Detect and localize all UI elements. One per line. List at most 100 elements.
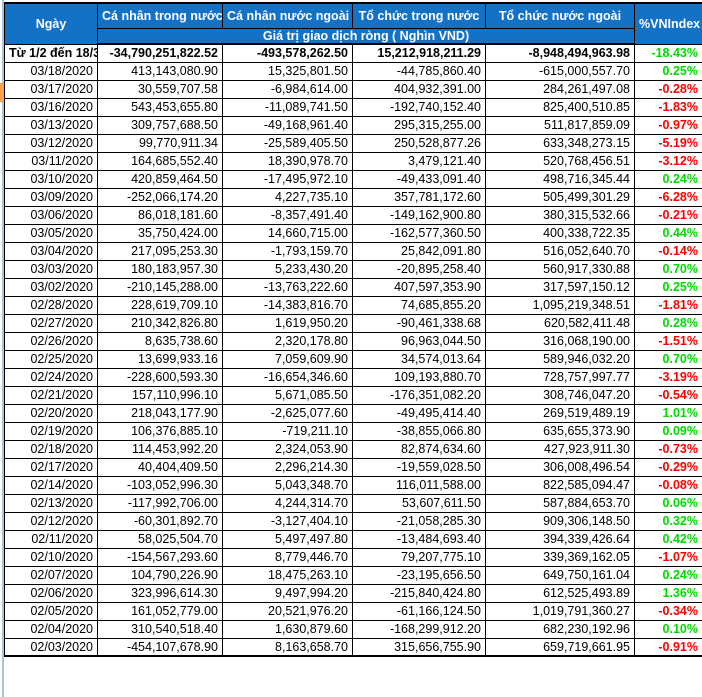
cell-date[interactable]: 03/17/2020 <box>4 79 98 99</box>
cell-foreign-individual[interactable]: -17,495,972.10 <box>222 169 353 189</box>
cell-domestic-individual[interactable]: -103,052,996.30 <box>97 475 223 495</box>
cell-domestic-institution[interactable]: -49,433,091.40 <box>352 169 486 189</box>
cell-domestic-individual[interactable]: 86,018,181.60 <box>97 205 223 225</box>
cell-date[interactable]: 03/03/2020 <box>4 259 98 279</box>
cell-date[interactable]: 03/16/2020 <box>4 97 98 117</box>
cell-vnindex-pct[interactable]: 0.70% <box>634 259 702 279</box>
cell-foreign-institution[interactable]: 306,008,496.54 <box>485 457 635 477</box>
cell-date[interactable]: 03/11/2020 <box>4 151 98 171</box>
cell-foreign-institution[interactable]: 612,525,493.89 <box>485 583 635 603</box>
cell-foreign-individual[interactable]: 4,227,735.10 <box>222 187 353 207</box>
cell-domestic-individual[interactable]: -252,066,174.20 <box>97 187 223 207</box>
cell-vnindex-pct[interactable]: -0.29% <box>634 457 702 477</box>
cell-domestic-individual[interactable]: 218,043,177.90 <box>97 403 223 423</box>
cell-foreign-institution[interactable]: 316,068,190.00 <box>485 331 635 351</box>
cell-vnindex-pct[interactable]: 0.25% <box>634 277 702 297</box>
cell-domestic-individual[interactable]: -34,790,251,822.52 <box>97 43 223 63</box>
cell-domestic-individual[interactable]: 543,453,655.80 <box>97 97 223 117</box>
cell-domestic-individual[interactable]: 161,052,779.00 <box>97 601 223 621</box>
cell-foreign-institution[interactable]: 284,261,497.08 <box>485 79 635 99</box>
cell-domestic-individual[interactable]: 217,095,253.30 <box>97 241 223 261</box>
cell-date[interactable]: 02/13/2020 <box>4 493 98 513</box>
cell-domestic-institution[interactable]: -13,484,693.40 <box>352 529 486 549</box>
cell-domestic-individual[interactable]: -154,567,293.60 <box>97 547 223 567</box>
cell-domestic-institution[interactable]: 315,656,755.90 <box>352 637 486 657</box>
cell-vnindex-pct[interactable]: -1.83% <box>634 97 702 117</box>
cell-date[interactable]: 03/13/2020 <box>4 115 98 135</box>
cell-foreign-individual[interactable]: -25,589,405.50 <box>222 133 353 153</box>
cell-vnindex-pct[interactable]: 0.28% <box>634 313 702 333</box>
cell-vnindex-pct[interactable]: 1.36% <box>634 583 702 603</box>
cell-foreign-institution[interactable]: -615,000,557.70 <box>485 61 635 81</box>
cell-foreign-institution[interactable]: 728,757,997.77 <box>485 367 635 387</box>
cell-foreign-institution[interactable]: 560,917,330.88 <box>485 259 635 279</box>
header-foreign-institution[interactable]: Tổ chức nước ngoài <box>485 2 635 29</box>
cell-foreign-institution[interactable]: 659,719,661.95 <box>485 637 635 657</box>
cell-vnindex-pct[interactable]: -1.81% <box>634 295 702 315</box>
cell-vnindex-pct[interactable]: -0.54% <box>634 385 702 405</box>
cell-domestic-institution[interactable]: 53,607,611.50 <box>352 493 486 513</box>
cell-foreign-institution[interactable]: 505,499,301.29 <box>485 187 635 207</box>
cell-domestic-institution[interactable]: -61,166,124.50 <box>352 601 486 621</box>
cell-date[interactable]: Từ 1/2 đến 18/3 <box>4 43 98 63</box>
cell-foreign-institution[interactable]: 825,400,510.85 <box>485 97 635 117</box>
cell-domestic-individual[interactable]: 310,540,518.40 <box>97 619 223 639</box>
cell-vnindex-pct[interactable]: 0.32% <box>634 511 702 531</box>
cell-foreign-institution[interactable]: 380,315,532.66 <box>485 205 635 225</box>
cell-domestic-institution[interactable]: 407,597,353.90 <box>352 277 486 297</box>
cell-date[interactable]: 02/06/2020 <box>4 583 98 603</box>
cell-vnindex-pct[interactable]: -3.19% <box>634 367 702 387</box>
cell-domestic-individual[interactable]: 157,110,996.10 <box>97 385 223 405</box>
cell-domestic-individual[interactable]: 420,859,464.50 <box>97 169 223 189</box>
cell-foreign-individual[interactable]: -16,654,346.60 <box>222 367 353 387</box>
cell-foreign-individual[interactable]: 5,043,348.70 <box>222 475 353 495</box>
cell-foreign-individual[interactable]: -11,089,741.50 <box>222 97 353 117</box>
cell-vnindex-pct[interactable]: -0.91% <box>634 637 702 657</box>
cell-domestic-individual[interactable]: 58,025,504.70 <box>97 529 223 549</box>
cell-domestic-institution[interactable]: -192,740,152.40 <box>352 97 486 117</box>
cell-foreign-individual[interactable]: -6,984,614.00 <box>222 79 353 99</box>
cell-vnindex-pct[interactable]: 0.06% <box>634 493 702 513</box>
cell-foreign-institution[interactable]: 339,369,162.05 <box>485 547 635 567</box>
header-domestic-institution[interactable]: Tổ chức trong nước <box>352 2 486 29</box>
cell-domestic-institution[interactable]: -20,895,258.40 <box>352 259 486 279</box>
cell-domestic-individual[interactable]: 164,685,552.40 <box>97 151 223 171</box>
cell-date[interactable]: 03/04/2020 <box>4 241 98 261</box>
cell-foreign-individual[interactable]: 14,660,715.00 <box>222 223 353 243</box>
cell-vnindex-pct[interactable]: 0.24% <box>634 169 702 189</box>
cell-date[interactable]: 02/12/2020 <box>4 511 98 531</box>
cell-foreign-institution[interactable]: 516,052,640.70 <box>485 241 635 261</box>
cell-date[interactable]: 03/06/2020 <box>4 205 98 225</box>
cell-date[interactable]: 02/14/2020 <box>4 475 98 495</box>
cell-domestic-individual[interactable]: 210,342,826.80 <box>97 313 223 333</box>
cell-vnindex-pct[interactable]: -1.51% <box>634 331 702 351</box>
cell-foreign-individual[interactable]: -8,357,491.40 <box>222 205 353 225</box>
cell-vnindex-pct[interactable]: 1.01% <box>634 403 702 423</box>
cell-foreign-individual[interactable]: -719,211.10 <box>222 421 353 441</box>
cell-domestic-institution[interactable]: 25,842,091.80 <box>352 241 486 261</box>
cell-domestic-individual[interactable]: 228,619,709.10 <box>97 295 223 315</box>
cell-foreign-individual[interactable]: 20,521,976.20 <box>222 601 353 621</box>
cell-foreign-individual[interactable]: 8,779,446.70 <box>222 547 353 567</box>
cell-domestic-individual[interactable]: 13,699,933.16 <box>97 349 223 369</box>
cell-vnindex-pct[interactable]: -0.14% <box>634 241 702 261</box>
cell-foreign-individual[interactable]: 9,497,994.20 <box>222 583 353 603</box>
cell-domestic-individual[interactable]: 309,757,688.50 <box>97 115 223 135</box>
cell-vnindex-pct[interactable]: -0.97% <box>634 115 702 135</box>
cell-date[interactable]: 03/10/2020 <box>4 169 98 189</box>
cell-domestic-institution[interactable]: -21,058,285.30 <box>352 511 486 531</box>
cell-domestic-individual[interactable]: 8,635,738.60 <box>97 331 223 351</box>
cell-foreign-individual[interactable]: 18,390,978.70 <box>222 151 353 171</box>
cell-foreign-institution[interactable]: 620,582,411.48 <box>485 313 635 333</box>
cell-foreign-individual[interactable]: -2,625,077.60 <box>222 403 353 423</box>
cell-date[interactable]: 02/25/2020 <box>4 349 98 369</box>
cell-domestic-institution[interactable]: 250,528,877.26 <box>352 133 486 153</box>
cell-foreign-individual[interactable]: 18,475,263.10 <box>222 565 353 585</box>
header-domestic-individual[interactable]: Cá nhân trong nước <box>97 2 223 29</box>
cell-domestic-individual[interactable]: -117,992,706.00 <box>97 493 223 513</box>
cell-domestic-institution[interactable]: -23,195,656.50 <box>352 565 486 585</box>
cell-domestic-institution[interactable]: 34,574,013.64 <box>352 349 486 369</box>
cell-domestic-institution[interactable]: 96,963,044.50 <box>352 331 486 351</box>
cell-foreign-institution[interactable]: 589,946,032.20 <box>485 349 635 369</box>
cell-foreign-institution[interactable]: 682,230,192.96 <box>485 619 635 639</box>
